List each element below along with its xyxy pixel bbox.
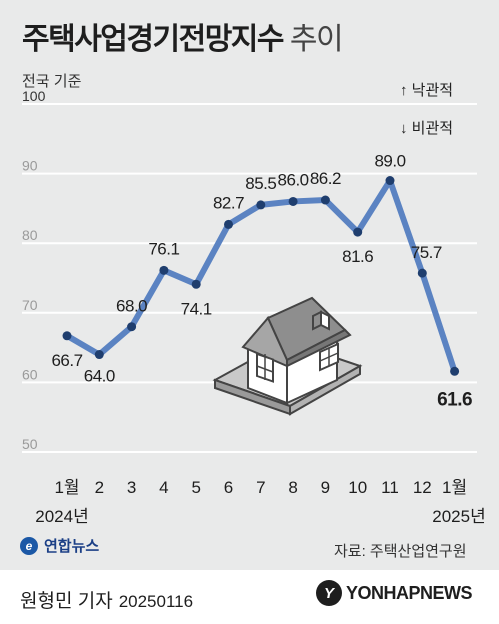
x-tick-label: 5 [191,478,200,497]
data-point [256,200,266,210]
x-tick-label: 3 [127,478,136,497]
data-point [224,219,233,229]
x-tick-label: 11 [381,478,399,497]
data-label: 75.7 [411,243,442,262]
y-tick-label: 50 [22,436,38,452]
data-label: 66.7 [51,351,82,370]
title-main: 주택사업경기전망지수 [22,23,285,56]
data-label: 85.5 [245,174,276,193]
data-point [353,227,363,237]
data-labels: 66.764.0 68.0 76.1 74.1 82.785.5 86.0 86.2 81.6… [51,152,472,411]
y-tick-label: 90 [22,158,38,174]
basis-label: 전국 기준 [22,73,82,90]
house-illustration [212,296,363,416]
agency-name: 연합뉴스 [44,538,100,555]
year-label-2025: 2025년 [432,507,485,526]
data-label: 74.1 [181,299,212,318]
byline: 원형민 기자 20250116 [20,586,193,613]
data-label: 86.0 [278,170,309,189]
x-tick-label: 9 [321,478,330,497]
source-label: 자료: 주택산업연구원 [334,543,467,560]
x-axis-ticks: 1월 2 3 4 5 6 7 8 9 10 11 12 1월 [54,478,467,497]
x-tick-label: 6 [224,478,233,497]
chart-area [0,0,499,570]
agency-mark-icon: e [20,536,38,555]
legend-optimistic: ↑ 낙관적 [400,82,454,99]
year-label-2024: 2024년 [35,507,88,526]
data-point [320,195,330,205]
x-tick-label: 1월 [442,478,467,497]
data-label: 86.2 [310,169,341,188]
y-tick-label: 70 [22,297,38,313]
title-sub: 추이 [289,23,344,56]
x-tick-label: 1월 [54,478,79,497]
x-tick-label: 12 [413,478,432,497]
agency-logo: e 연합뉴스 [20,535,99,556]
x-tick-label: 2 [95,478,104,497]
data-markers [62,176,460,376]
data-label: 81.6 [342,247,373,266]
y-tick-label: 100 [22,88,46,104]
x-tick-label: 10 [348,478,367,497]
yonhap-logo-text: YONHAPNEWS [346,582,473,603]
data-point [159,265,169,275]
y-tick-label: 80 [22,227,38,243]
publish-date: 20250116 [118,592,194,611]
data-point [127,322,137,332]
reporter-name: 원형민 기자 [20,591,113,612]
data-point [417,268,427,278]
x-tick-label: 4 [159,478,168,497]
x-tick-label: 7 [256,478,265,497]
y-axis-ticks: 50 60 70 80 90 100 [22,88,46,452]
data-label: 82.7 [213,193,244,212]
data-point [94,350,104,360]
y-tick-label: 60 [22,366,38,382]
yonhap-logo: Y YONHAPNEWS [316,580,473,606]
data-point [385,176,395,186]
data-point [450,366,460,376]
data-point [288,196,298,206]
x-tick-label: 8 [288,478,297,497]
data-label: 64.0 [84,367,115,386]
data-point [62,331,72,341]
data-label: 68.0 [116,297,147,316]
data-point [191,279,201,289]
chart-title: 주택사업경기전망지수 추이 [22,14,344,58]
data-label: 89.0 [374,152,405,171]
data-label: 61.6 [437,389,472,410]
data-label: 76.1 [148,239,179,258]
legend-pessimistic: ↓ 비관적 [400,120,454,137]
yonhap-logo-icon: Y [316,580,342,606]
